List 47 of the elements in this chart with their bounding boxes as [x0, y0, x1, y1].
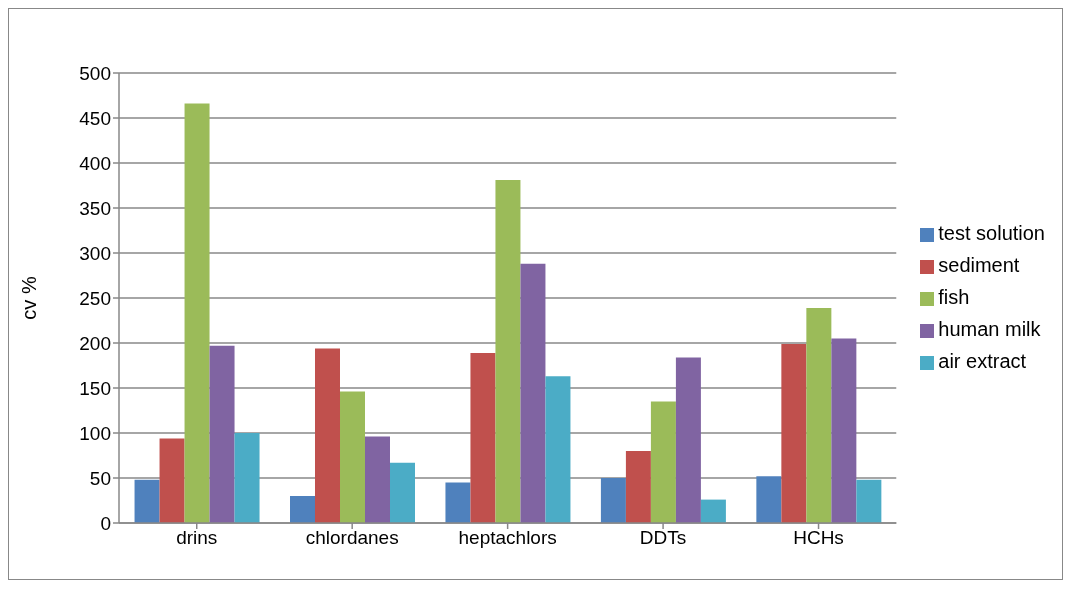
bar	[365, 436, 390, 523]
bar	[545, 376, 571, 523]
bar	[290, 496, 315, 523]
bar	[390, 462, 415, 523]
bar	[134, 479, 160, 523]
bar	[756, 476, 782, 523]
bar	[520, 263, 546, 523]
x-tick-label: drins	[176, 527, 218, 549]
bar	[856, 479, 882, 523]
y-tick-label: 100	[79, 422, 111, 444]
bar	[495, 180, 521, 523]
bar	[600, 478, 626, 523]
y-tick-label: 500	[79, 62, 111, 84]
bar	[806, 307, 832, 523]
legend-label: test solution	[938, 222, 1045, 244]
bar	[470, 352, 496, 523]
y-tick-label: 300	[79, 242, 111, 264]
bar	[781, 343, 807, 523]
y-tick-label: 150	[79, 377, 111, 399]
legend-label: air extract	[938, 350, 1027, 372]
y-tick-label: 50	[89, 467, 111, 489]
y-tick-label: 350	[79, 197, 111, 219]
bar	[234, 433, 260, 523]
y-tick-label: 0	[100, 512, 111, 534]
y-tick-label: 200	[79, 332, 111, 354]
bar	[625, 451, 651, 523]
x-tick-label: chlordanes	[305, 527, 399, 549]
x-tick-label: HCHs	[793, 527, 844, 549]
x-tick-label: DDTs	[639, 527, 687, 549]
bar	[650, 401, 676, 523]
legend-label: fish	[938, 286, 970, 308]
bar	[209, 345, 235, 523]
legend-label: human milk	[938, 318, 1041, 340]
y-tick-label: 450	[79, 107, 111, 129]
bar	[159, 438, 185, 523]
bar	[700, 499, 726, 523]
bar	[675, 357, 701, 523]
bar	[315, 348, 340, 523]
legend-label: sediment	[938, 254, 1020, 276]
y-tick-label: 400	[79, 152, 111, 174]
x-tick-label: heptachlors	[458, 527, 557, 549]
bar	[340, 391, 365, 523]
y-axis-title: cv %	[18, 276, 41, 320]
bar	[831, 338, 857, 523]
bar	[184, 103, 210, 523]
bar	[445, 482, 471, 523]
y-tick-label: 250	[79, 287, 111, 309]
